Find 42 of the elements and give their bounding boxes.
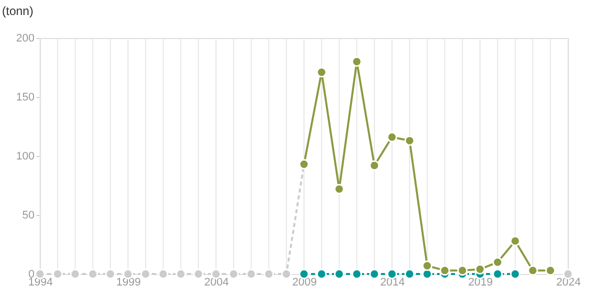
point (369, 160, 380, 171)
x-tick-label: 2014 (380, 276, 405, 288)
y-axis-title: (tonn) (2, 4, 34, 18)
point (352, 268, 362, 280)
point (88, 268, 98, 280)
point (334, 268, 344, 280)
point (474, 264, 486, 274)
point (193, 268, 204, 280)
x-tick-label: 2024 (556, 276, 581, 288)
point (316, 268, 327, 280)
point (386, 132, 398, 142)
point (492, 256, 503, 268)
point (52, 268, 63, 280)
point (404, 268, 415, 280)
point (510, 268, 520, 280)
x-tick-label: 1994 (28, 276, 53, 288)
point (228, 268, 239, 280)
point (545, 265, 556, 276)
point (440, 265, 450, 276)
point (369, 268, 380, 280)
point (404, 135, 415, 146)
point (246, 268, 256, 280)
point (158, 268, 168, 280)
y-tick-label: 200 (16, 32, 34, 44)
x-tick-label: 1999 (116, 276, 141, 288)
y-tick-label: 150 (16, 92, 34, 104)
x-tick-label: 2019 (468, 276, 493, 288)
point (281, 268, 292, 280)
point (510, 236, 520, 246)
x-tick-label: 2004 (204, 276, 229, 288)
point (70, 268, 80, 280)
x-tick-label: 2009 (292, 276, 317, 288)
point (176, 268, 186, 280)
point (105, 268, 116, 280)
y-tick-label: 100 (16, 150, 34, 162)
y-tick-label: 50 (22, 210, 34, 222)
point (457, 265, 468, 276)
point (316, 67, 327, 78)
point (492, 268, 503, 280)
point (528, 265, 538, 276)
point (264, 268, 274, 280)
point (140, 268, 151, 280)
